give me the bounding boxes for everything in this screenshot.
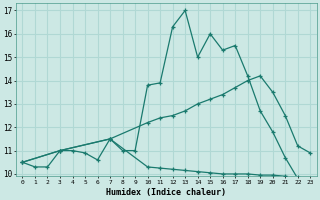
X-axis label: Humidex (Indice chaleur): Humidex (Indice chaleur) — [106, 188, 226, 197]
